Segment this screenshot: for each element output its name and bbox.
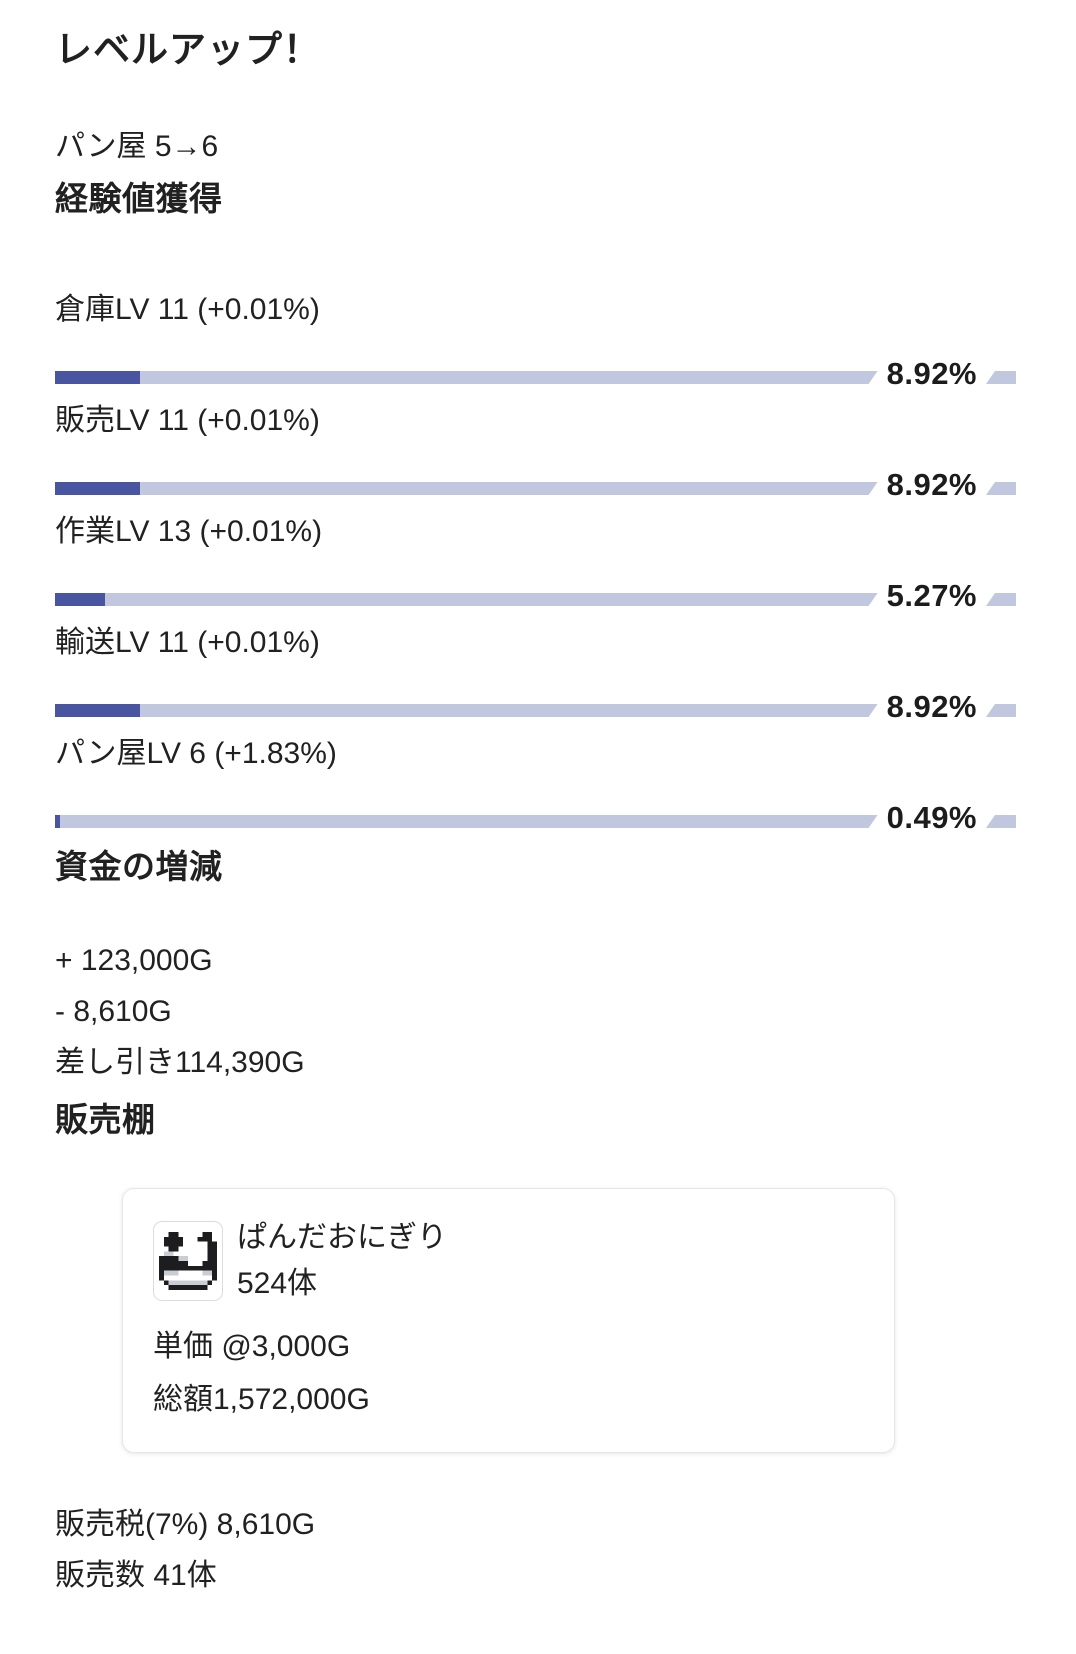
bakery-level-change: パン屋 5→6 xyxy=(55,130,219,164)
item-total-price: 総額1,572,000G xyxy=(153,1382,370,1416)
exp-bar-fill xyxy=(55,371,140,384)
skill-label: 倉庫LV 11 (+0.01%) xyxy=(55,292,320,326)
skill-label: パン屋LV 6 (+1.83%) xyxy=(55,736,337,770)
exp-bar-track xyxy=(55,371,878,384)
exp-bar-stub xyxy=(986,370,1016,384)
page-title: レベルアップ！ xyxy=(55,29,321,70)
levelup-report: レベルアップ！ パン屋 5→6 経験値獲得 倉庫LV 11 (+0.01%) 8… xyxy=(55,29,1016,1601)
item-title-block: ぱんだおにぎり 524体 xyxy=(237,1215,447,1308)
skill-row: パン屋LV 6 (+1.83%) 0.49% xyxy=(55,731,1016,833)
item-icon-frame xyxy=(153,1221,223,1302)
exp-bar-fill xyxy=(55,593,105,606)
skill-row: 販売LV 11 (+0.01%) 8.92% xyxy=(55,398,1016,500)
exp-bar-stub xyxy=(986,592,1016,606)
sales-tax: 販売税(7%) 8,610G xyxy=(55,1507,316,1541)
skill-label: 作業LV 13 (+0.01%) xyxy=(55,514,323,548)
exp-skill-list: 倉庫LV 11 (+0.01%) 8.92% 販売LV 11 (+0.01%) … xyxy=(55,287,1016,833)
skill-label: 輸送LV 11 (+0.01%) xyxy=(55,625,320,659)
skill-row: 作業LV 13 (+0.01%) 5.27% xyxy=(55,509,1016,611)
exp-bar-row: 5.27% xyxy=(55,580,1016,611)
exp-percent-label: 0.49% xyxy=(886,799,977,835)
skill-row: 倉庫LV 11 (+0.01%) 8.92% xyxy=(55,287,1016,389)
exp-bar-row: 8.92% xyxy=(55,469,1016,500)
funds-loss: - 8,610G xyxy=(55,994,172,1028)
exp-bar-row: 8.92% xyxy=(55,358,1016,389)
exp-percent-label: 8.92% xyxy=(886,688,977,724)
item-count: 524体 xyxy=(237,1267,318,1301)
funds-net: 差し引き114,390G xyxy=(55,1045,305,1079)
funds-section-heading: 資金の増減 xyxy=(55,847,223,885)
exp-bar-fill xyxy=(55,704,140,717)
exp-bar-stub xyxy=(986,703,1016,717)
exp-percent-label: 8.92% xyxy=(886,466,977,502)
funds-summary: + 123,000G - 8,610G 差し引き114,390G xyxy=(55,935,1016,1088)
shelf-section-heading: 販売棚 xyxy=(55,1100,156,1138)
item-unit-price: 単価 @3,000G xyxy=(153,1329,351,1363)
exp-bar-fill xyxy=(55,815,60,828)
skill-row: 輸送LV 11 (+0.01%) 8.92% xyxy=(55,620,1016,722)
funds-gain: + 123,000G xyxy=(55,943,213,977)
exp-bar-row: 0.49% xyxy=(55,802,1016,833)
exp-bar-row: 8.92% xyxy=(55,691,1016,722)
exp-bar-track xyxy=(55,593,878,606)
sales-count: 販売数 41体 xyxy=(55,1558,217,1592)
exp-bar-track xyxy=(55,815,878,828)
shelf-item-header: ぱんだおにぎり 524体 xyxy=(153,1215,864,1308)
exp-percent-label: 8.92% xyxy=(886,355,977,391)
exp-percent-label: 5.27% xyxy=(886,577,977,613)
exp-bar-stub xyxy=(986,481,1016,495)
exp-section-heading: 経験値獲得 xyxy=(55,180,223,218)
skill-label: 販売LV 11 (+0.01%) xyxy=(55,403,320,437)
item-name: ぱんだおにぎり xyxy=(237,1220,447,1254)
sales-summary: 販売税(7%) 8,610G 販売数 41体 xyxy=(55,1499,1016,1601)
panda-onigiri-icon xyxy=(159,1231,217,1290)
exp-bar-track xyxy=(55,704,878,717)
exp-bar-track xyxy=(55,482,878,495)
exp-bar-stub xyxy=(986,814,1016,828)
exp-bar-fill xyxy=(55,482,140,495)
shelf-item-card: ぱんだおにぎり 524体 単価 @3,000G 総額1,572,000G xyxy=(122,1187,895,1453)
